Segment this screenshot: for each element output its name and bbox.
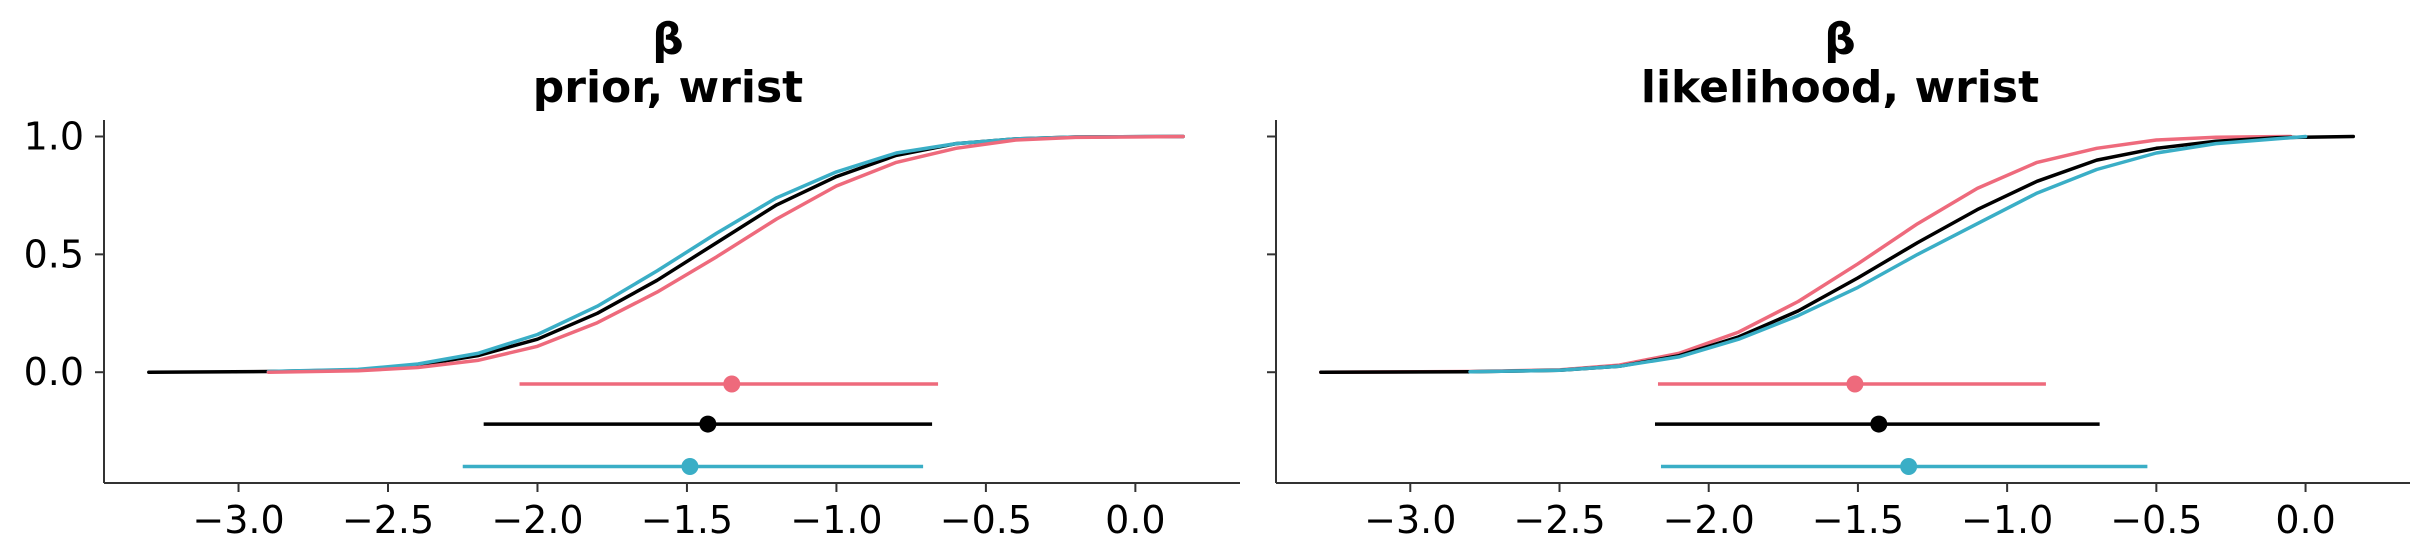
y-tick-label: 1.0 bbox=[24, 115, 84, 159]
interval-point bbox=[1870, 415, 1888, 433]
x-tick-label: −1.5 bbox=[1812, 498, 1904, 542]
x-tick-label: −2.5 bbox=[1513, 498, 1605, 542]
y-tick-label: 0.5 bbox=[24, 232, 84, 276]
interval-point bbox=[723, 375, 741, 393]
x-tick-label: −2.0 bbox=[1663, 498, 1755, 542]
interval-point bbox=[699, 415, 717, 433]
panel-subtitle: prior, wrist bbox=[533, 62, 803, 113]
x-tick-label: −1.0 bbox=[1961, 498, 2053, 542]
ecdf-line bbox=[147, 134, 1185, 374]
panel-prior-wrist: β prior, wrist −3.0 −2.5 −2.0 −1.5 −1.0 −0.5 0… bbox=[24, 14, 1240, 542]
y-tick-label: 0.0 bbox=[24, 350, 84, 394]
x-tick-label: −3.0 bbox=[1364, 498, 1456, 542]
panel-title: β bbox=[652, 14, 684, 65]
x-tick-label: −0.5 bbox=[940, 498, 1032, 542]
plot-area bbox=[1319, 134, 2356, 475]
x-tick-label: −0.5 bbox=[2110, 498, 2202, 542]
ecdf-line bbox=[1319, 134, 2356, 374]
x-tick-label: −1.0 bbox=[790, 498, 882, 542]
interval-point bbox=[1846, 375, 1864, 393]
ecdf-line bbox=[1319, 134, 2293, 374]
x-tick-label: −1.5 bbox=[641, 498, 733, 542]
x-tick-label: −2.5 bbox=[342, 498, 434, 542]
x-tick-label: −3.0 bbox=[192, 498, 284, 542]
panel-title: β bbox=[1824, 14, 1856, 65]
ecdf-line bbox=[1468, 134, 2308, 374]
panel-subtitle: likelihood, wrist bbox=[1641, 62, 2039, 113]
ecdf-line bbox=[266, 134, 1185, 374]
plot-area bbox=[147, 134, 1185, 475]
x-tick-label: −2.0 bbox=[491, 498, 583, 542]
interval-point bbox=[681, 458, 699, 475]
ecdf-line bbox=[266, 134, 1185, 374]
axes: −3.0 −2.5 −2.0 −1.5 −1.0 −0.5 0.0 bbox=[1267, 120, 2410, 542]
x-tick-label: 0.0 bbox=[1105, 498, 1165, 542]
axes: −3.0 −2.5 −2.0 −1.5 −1.0 −0.5 0.0 0.0 0.5 1.0 bbox=[24, 115, 1240, 542]
interval-point bbox=[1900, 458, 1918, 475]
panel-likelihood-wrist: β likelihood, wrist −3.0 −2.5 −2.0 −1.5 −1.0… bbox=[1267, 14, 2410, 542]
x-tick-label: 0.0 bbox=[2275, 498, 2335, 542]
